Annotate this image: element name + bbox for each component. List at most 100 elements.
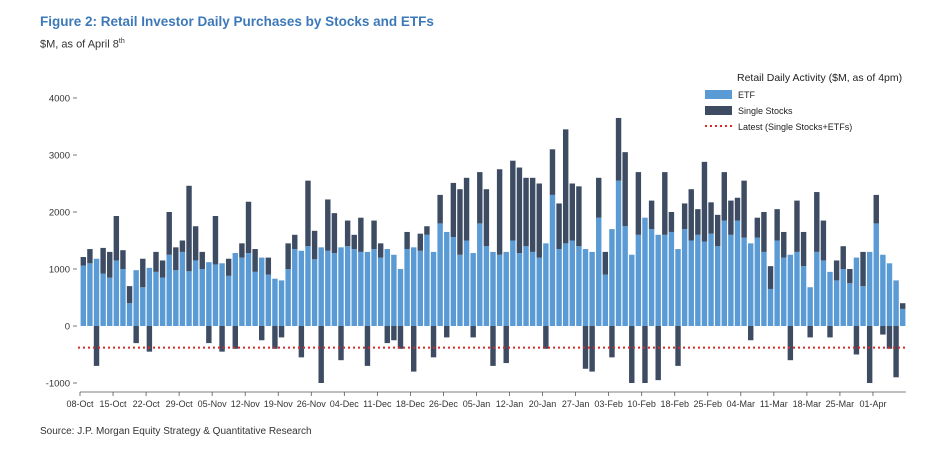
bar-etf <box>741 237 747 326</box>
x-tick-label: 22-Oct <box>133 399 161 409</box>
bar-etf <box>794 251 800 326</box>
bar-etf <box>893 280 899 326</box>
bar-etf <box>140 287 146 326</box>
bar-single-stocks <box>318 326 324 383</box>
bar-single-stocks <box>239 243 245 258</box>
x-tick-label: 26-Nov <box>297 399 327 409</box>
bar-single-stocks <box>173 247 179 271</box>
bar-etf <box>259 257 265 326</box>
bar-single-stocks <box>470 326 476 338</box>
bar-single-stocks <box>536 183 542 258</box>
bar-single-stocks <box>391 326 397 341</box>
x-tick-label: 10-Feb <box>627 399 656 409</box>
bar-etf <box>853 257 860 326</box>
bar-single-stocks <box>596 177 602 218</box>
bar-etf <box>635 234 642 326</box>
bar-single-stocks <box>192 226 199 261</box>
bar-single-stocks <box>721 172 727 221</box>
bar-etf <box>880 254 886 326</box>
bar-single-stocks <box>285 243 291 269</box>
bar-single-stocks <box>562 129 569 244</box>
x-axis: 08-Oct 15-Oct 22-Oct 29-Oct 05-Nov 12-Nov 19-N… <box>66 391 906 409</box>
bar-etf <box>391 254 397 326</box>
bar-etf <box>463 240 470 326</box>
bar-single-stocks <box>107 251 113 278</box>
bar-etf <box>873 223 879 326</box>
bar-etf <box>232 253 238 326</box>
bar-single-stocks <box>503 326 509 364</box>
bar-etf <box>192 260 199 326</box>
bar-single-stocks <box>615 117 622 181</box>
bar-etf <box>767 288 774 326</box>
bar-etf <box>800 266 807 326</box>
bar-etf <box>93 258 100 326</box>
bar-single-stocks <box>635 172 642 235</box>
bar-single-stocks <box>259 326 265 341</box>
bar-etf <box>100 273 106 326</box>
bar-etf <box>272 278 278 326</box>
bar-etf <box>265 274 272 326</box>
bar-single-stocks <box>159 260 166 278</box>
bar-single-stocks <box>311 230 318 260</box>
bar-single-stocks <box>800 231 807 267</box>
bar-single-stocks <box>714 214 721 247</box>
bar-single-stocks <box>866 326 873 383</box>
x-tick-label: 11-Dec <box>363 399 392 409</box>
bar-single-stocks <box>734 197 741 221</box>
y-axis: 4000 3000 2000 1000 0 -1000 <box>46 94 77 390</box>
bar-etf <box>179 251 186 326</box>
bar-single-stocks <box>569 183 576 241</box>
bar-single-stocks <box>457 189 463 255</box>
y-tick-label: 4000 <box>49 94 70 105</box>
bar-etf <box>424 234 430 326</box>
bar-single-stocks <box>754 217 761 238</box>
bar-single-stocks <box>212 215 219 265</box>
bar-single-stocks <box>807 326 813 338</box>
bar-etf <box>496 254 503 326</box>
bar-single-stocks <box>166 212 172 255</box>
bar-etf <box>298 250 305 326</box>
bar-etf <box>536 257 542 326</box>
subtitle-superscript: th <box>118 38 125 45</box>
bar-etf <box>325 250 331 326</box>
bar-etf <box>318 247 324 326</box>
bar-single-stocks <box>371 220 377 250</box>
bar-single-stocks <box>880 326 886 335</box>
x-tick-label: 18-Mar <box>793 399 822 409</box>
x-tick-label: 12-Jan <box>496 399 524 409</box>
x-tick-label: 11-Mar <box>760 399 788 409</box>
bar-etf <box>199 269 205 326</box>
bar-single-stocks <box>748 326 754 341</box>
x-tick-label: 18-Feb <box>660 399 689 409</box>
bar-single-stocks <box>278 326 285 338</box>
bar-single-stocks <box>483 189 490 247</box>
bar-single-stocks <box>629 326 635 383</box>
bar-etf <box>239 257 245 326</box>
bar-etf <box>840 269 846 326</box>
bar-single-stocks <box>437 194 443 224</box>
bar-etf <box>457 254 463 326</box>
bar-single-stocks <box>120 250 126 269</box>
bar-etf <box>516 253 523 326</box>
bar-single-stocks <box>688 189 694 241</box>
bar-single-stocks <box>827 326 833 338</box>
bar-single-stocks <box>708 202 714 234</box>
bar-single-stocks <box>668 212 675 232</box>
bar-etf <box>338 247 344 326</box>
bar-single-stocks <box>794 200 800 252</box>
bar-etf <box>688 240 694 326</box>
bar-single-stocks <box>463 177 470 241</box>
bar-etf <box>87 263 93 326</box>
bar-etf <box>662 234 668 326</box>
bar-etf <box>648 229 655 326</box>
bar-single-stocks <box>556 203 562 250</box>
chart-title: Figure 2: Retail Investor Daily Purchase… <box>40 14 434 29</box>
bar-etf <box>404 249 410 326</box>
bar-single-stocks <box>113 215 120 261</box>
legend-label-etf: ETF <box>738 90 756 100</box>
bar-single-stocks <box>146 326 153 352</box>
bar-single-stocks <box>695 209 701 235</box>
x-tick-label: 01-Apr <box>859 399 886 409</box>
bar-etf <box>490 251 496 326</box>
x-tick-label: 05-Jan <box>463 399 491 409</box>
